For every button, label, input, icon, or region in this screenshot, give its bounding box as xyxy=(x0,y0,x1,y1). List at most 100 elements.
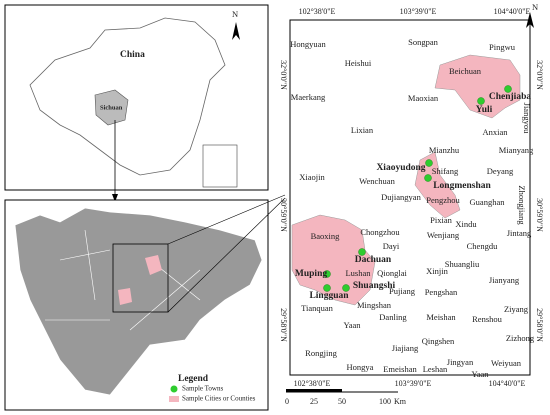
longitude-label: 102°38'0"E xyxy=(294,379,331,388)
china-outline xyxy=(29,17,226,176)
longitude-label: 103°39'0"E xyxy=(400,7,437,16)
place-label: Anxian xyxy=(482,127,508,137)
sample-area xyxy=(414,151,461,219)
place-label: Wenjiang xyxy=(427,230,460,240)
place-label: Renshou xyxy=(472,314,503,324)
latitude-label: 30°59'0"N xyxy=(535,198,544,232)
place-label: Maoxian xyxy=(408,93,439,103)
town-label: Yuli xyxy=(476,105,493,115)
place-label: Mianyang xyxy=(499,145,534,155)
county-borders xyxy=(45,229,201,331)
legend-dot xyxy=(170,385,178,393)
scale-unit: Km xyxy=(394,397,407,406)
place-label: Danling xyxy=(379,312,407,322)
place-label: Hongyuan xyxy=(290,39,326,49)
sichuan-in-china xyxy=(94,89,129,126)
area-inset-2 xyxy=(118,288,132,305)
compass xyxy=(232,22,240,40)
scale-label: 0 xyxy=(285,397,289,406)
province-label: Sichuan xyxy=(100,104,123,111)
legend-swatch xyxy=(169,396,179,402)
compass xyxy=(526,12,534,28)
place-label: Pengshan xyxy=(425,287,458,297)
place-label: Zizhong xyxy=(506,333,535,343)
place-label: Weiyuan xyxy=(491,358,522,368)
place-label: Dujiangyan xyxy=(381,192,421,202)
latitude-label: 29°58'0"N xyxy=(535,308,544,342)
place-label: Wenchuan xyxy=(359,176,395,186)
place-label: Pujiang xyxy=(389,286,416,296)
place-label: Songpan xyxy=(408,37,439,47)
place-label: Maerkang xyxy=(291,92,326,102)
place-label: Pengzhou xyxy=(426,195,460,205)
place-label: Mingshan xyxy=(357,300,392,310)
place-label: Guanghan xyxy=(470,197,506,207)
area-inset-1 xyxy=(145,255,162,275)
place-label: Qingshen xyxy=(422,336,455,346)
legend-item: Sample Cities or Counties xyxy=(182,395,256,403)
place-label: Deyang xyxy=(487,166,514,176)
legend-item: Sample Towns xyxy=(182,385,223,393)
place-label: Jintang xyxy=(507,228,532,238)
latitude-label: 32°0'0"N xyxy=(535,60,544,90)
place-label: Xindu xyxy=(455,219,477,229)
town-label: Dachuan xyxy=(355,255,392,265)
town-label: Xiaoyudong xyxy=(376,163,425,173)
scale-bar xyxy=(286,389,342,392)
place-label: Jiajiang xyxy=(392,343,419,353)
place-label: Shifang xyxy=(432,166,459,176)
sample-town xyxy=(323,284,331,292)
place-label: Lushan xyxy=(345,268,371,278)
south-sea-inset xyxy=(202,144,238,188)
place-label: Yaan xyxy=(343,320,361,330)
place-label: Leshan xyxy=(423,364,448,374)
inset-line xyxy=(167,194,286,245)
place-label: Hongya xyxy=(347,362,374,372)
longitude-label: 104°40'0"E xyxy=(494,7,531,16)
place-label: Chengdu xyxy=(467,241,498,251)
sichuan-map xyxy=(14,207,263,396)
sample-town xyxy=(425,159,433,167)
scale-label: 25 xyxy=(310,397,318,406)
sample-area xyxy=(434,54,521,119)
scale-label: 50 xyxy=(338,397,346,406)
place-label: Mianzhu xyxy=(429,145,460,155)
town-label: Lingguan xyxy=(309,291,349,301)
country-label: China xyxy=(120,50,145,60)
longitude-label: 103°39'0"E xyxy=(395,379,432,388)
town-label: Shuangshi xyxy=(353,281,396,291)
place-label: Shuangliu xyxy=(445,259,480,269)
sample-town xyxy=(504,85,512,93)
place-label: Qionglai xyxy=(377,268,407,278)
place-label: Ziyang xyxy=(504,304,529,314)
latitude-label: 30°59'0"N xyxy=(279,198,288,232)
place-label: Beichuan xyxy=(449,66,482,76)
place-label: Pixian xyxy=(430,215,452,225)
place-label: Tianquan xyxy=(301,303,334,313)
place-label: Jiangyou xyxy=(522,103,532,134)
place-label: Pingwu xyxy=(489,42,516,52)
compass-label: N xyxy=(532,2,538,12)
inset-line xyxy=(167,197,286,313)
place-label: Emeishan xyxy=(383,364,417,374)
place-label: Xiaojin xyxy=(299,172,325,182)
place-label: Jingyan xyxy=(447,357,474,367)
sample-town xyxy=(358,248,366,256)
compass-label: N xyxy=(232,9,238,19)
sample-town xyxy=(342,284,350,292)
place-label: Xinjin xyxy=(426,266,448,276)
sample-area xyxy=(291,214,376,306)
sample-town xyxy=(323,270,331,278)
place-label: Yaan xyxy=(471,369,489,379)
town-label: Muping xyxy=(295,269,327,279)
longitude-label: 102°38'0"E xyxy=(299,7,336,16)
place-label: Heishui xyxy=(345,58,372,68)
longitude-label: 104°40'0"E xyxy=(489,379,526,388)
arrowhead xyxy=(112,194,118,202)
place-label: Chongzhou xyxy=(360,227,400,237)
latitude-label: 29°58'0"N xyxy=(279,308,288,342)
latitude-label: 32°0'0"N xyxy=(279,60,288,90)
place-label: Meishan xyxy=(426,312,456,322)
place-label: Baoxing xyxy=(311,231,341,241)
scale-label: 100 xyxy=(379,397,391,406)
